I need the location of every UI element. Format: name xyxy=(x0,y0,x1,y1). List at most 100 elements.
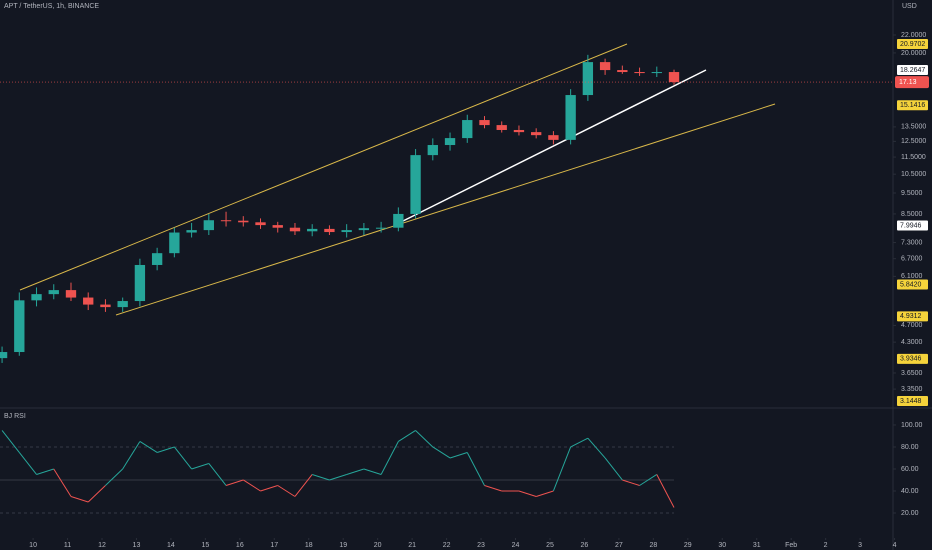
x-tick-label: 17 xyxy=(270,542,278,549)
price-mark-box xyxy=(897,100,928,111)
candle-body xyxy=(220,220,232,222)
x-tick-label: 27 xyxy=(615,542,623,549)
x-tick-label: 23 xyxy=(477,542,485,549)
rsi-segment xyxy=(260,485,278,492)
rsi-segment xyxy=(139,441,158,453)
x-tick-label: 4 xyxy=(893,542,897,549)
y-tick-label: 100.00 xyxy=(901,422,923,429)
price-mark-label: 3.1448 xyxy=(900,398,922,405)
candle-body xyxy=(169,232,180,254)
y-tick-label: 80.00 xyxy=(901,444,919,451)
price-mark-label: 4.9312 xyxy=(900,313,922,320)
y-tick-label: 6.7000 xyxy=(901,256,923,263)
price-mark-label: 15.1416 xyxy=(900,102,925,109)
x-tick-label: 16 xyxy=(236,542,244,549)
x-tick-label: 31 xyxy=(753,542,761,549)
y-tick-label: 6.1000 xyxy=(901,273,923,280)
unit-label: USD xyxy=(902,3,917,10)
candle-body xyxy=(668,72,680,83)
trend-line xyxy=(394,69,707,226)
price-mark-label: 18.2647 xyxy=(900,67,925,74)
y-tick-label: 20.0000 xyxy=(901,50,926,57)
x-tick-label: 28 xyxy=(649,542,657,549)
x-tick-label: 12 xyxy=(98,542,106,549)
x-tick-label: 26 xyxy=(581,542,589,549)
rsi-segment xyxy=(380,441,399,475)
rsi-segment xyxy=(277,485,296,497)
rsi-segment xyxy=(466,452,485,486)
x-tick-label: 15 xyxy=(201,542,209,549)
y-tick-label: 20.00 xyxy=(901,510,919,517)
rsi-segment xyxy=(225,479,244,486)
candle-body xyxy=(186,230,197,233)
candle-body xyxy=(0,352,8,359)
rsi-segment xyxy=(105,468,124,486)
rsi-segment xyxy=(484,485,502,492)
chart-title: APT / TetherUS, 1h, BINANCE xyxy=(4,3,99,10)
rsi-segment xyxy=(363,468,382,475)
last-price-box xyxy=(895,76,929,89)
candle-body xyxy=(341,230,352,233)
candle-body xyxy=(410,155,421,214)
price-mark-label: 5.8420 xyxy=(900,281,922,288)
x-tick-label: 11 xyxy=(64,542,71,549)
rsi-segment xyxy=(622,479,640,486)
last-price-label: 17.13 xyxy=(899,79,917,86)
rsi-segment xyxy=(570,437,589,448)
y-tick-label: 7.3000 xyxy=(901,239,923,246)
candle-body xyxy=(479,120,490,126)
candle-body xyxy=(100,304,111,308)
rsi-segment xyxy=(1,430,20,453)
y-tick-label: 3.6500 xyxy=(901,370,923,377)
rsi-segment xyxy=(18,452,37,475)
candle-body xyxy=(14,300,25,353)
rsi-segment xyxy=(398,430,416,442)
rsi-segment xyxy=(53,468,72,497)
candle-body xyxy=(651,72,662,74)
x-tick-label: 29 xyxy=(684,542,692,549)
rsi-segment xyxy=(552,446,572,492)
rsi-segment xyxy=(587,437,606,459)
x-tick-label: 13 xyxy=(133,542,141,549)
rsi-segment xyxy=(173,446,192,470)
candle-body xyxy=(462,120,473,139)
rsi-segment xyxy=(432,446,451,459)
rsi-segment xyxy=(656,474,675,508)
candle-body xyxy=(617,70,628,73)
x-tick-label: 19 xyxy=(339,542,347,549)
rsi-segment xyxy=(639,474,658,486)
candle-body xyxy=(582,62,594,96)
y-tick-label: 13.5000 xyxy=(901,124,926,131)
candle-body xyxy=(496,125,507,130)
rsi-segment xyxy=(329,474,347,481)
rsi-segment xyxy=(449,451,468,459)
candle-body xyxy=(203,220,214,231)
candle-body xyxy=(117,301,128,308)
y-tick-label: 8.5000 xyxy=(901,211,923,218)
candle-body xyxy=(83,297,94,305)
x-tick-label: Feb xyxy=(785,542,797,549)
candle-body xyxy=(134,264,146,302)
y-tick-label: 22.0000 xyxy=(901,32,926,39)
rsi-segment xyxy=(156,446,175,453)
y-tick-label: 60.00 xyxy=(901,466,919,473)
x-tick-label: 18 xyxy=(305,542,313,549)
candle-body xyxy=(444,138,456,146)
x-tick-label: 20 xyxy=(374,542,382,549)
candle-body xyxy=(238,220,249,223)
rsi-segment xyxy=(36,468,54,475)
channel-upper xyxy=(19,43,628,291)
rsi-title: BJ RSI xyxy=(4,413,26,420)
rsi-segment xyxy=(604,457,623,481)
rsi-segment xyxy=(294,474,313,497)
x-tick-label: 2 xyxy=(824,542,828,549)
rsi-segment xyxy=(518,490,537,497)
candle-body xyxy=(307,228,318,232)
price-mark-box xyxy=(897,396,928,407)
price-mark-box xyxy=(897,353,928,364)
candle-body xyxy=(289,227,301,232)
rsi-segment xyxy=(346,468,365,475)
candle-body xyxy=(272,225,283,228)
